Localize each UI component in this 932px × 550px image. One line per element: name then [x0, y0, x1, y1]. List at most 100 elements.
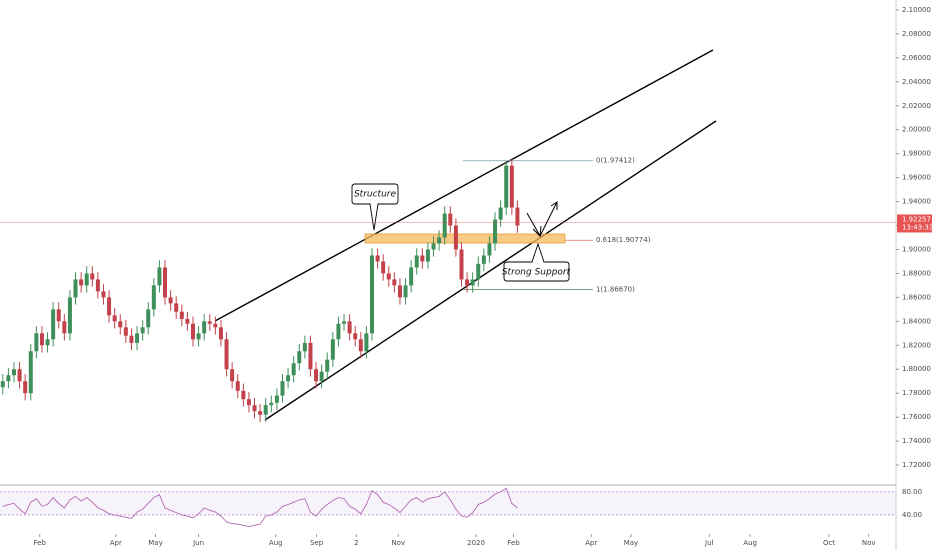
candle-body	[302, 342, 307, 352]
y-tick-label: 1.72000	[902, 461, 931, 469]
y-tick-label: 2.08000	[902, 30, 931, 38]
x-tick-label: May	[624, 539, 638, 547]
y-tick-label: 1.86000	[902, 293, 931, 301]
y-tick-label: 1.76000	[902, 413, 931, 421]
candle-body	[319, 371, 324, 382]
arrowhead	[532, 225, 542, 238]
candle-body	[431, 243, 436, 250]
y-tick-label: 80.00	[902, 488, 922, 496]
candle-body	[286, 375, 291, 382]
candle-body	[425, 249, 430, 262]
x-tick-label: Aug	[269, 539, 283, 547]
candle-body	[409, 267, 414, 286]
candle-body	[11, 369, 16, 376]
candle-body	[39, 333, 44, 346]
channel-lower	[264, 120, 717, 421]
x-tick-label: Apr	[585, 539, 597, 547]
x-tick-label: Oct	[823, 539, 835, 547]
y-tick-label: 1.94000	[902, 198, 931, 206]
y-tick-label: 1.98000	[902, 150, 931, 158]
candle-body	[386, 273, 391, 280]
y-tick-label: 2.06000	[902, 54, 931, 62]
candle-body	[347, 321, 352, 334]
candle-body	[157, 267, 162, 286]
annotation: Structure	[354, 190, 397, 200]
x-tick-label: Apr	[110, 539, 122, 547]
candle-body	[17, 369, 22, 382]
candle-body	[224, 339, 229, 370]
x-tick-label: Jun	[192, 539, 204, 547]
candle-body	[151, 285, 156, 310]
candle-body	[207, 321, 212, 324]
y-tick-label: 1.96000	[902, 174, 931, 182]
callout	[351, 183, 399, 231]
fib-label: 0(1.97412)	[596, 157, 635, 165]
candle-body	[118, 321, 123, 328]
y-tick-label: 1.78000	[902, 389, 931, 397]
y-tick-label: 1.80000	[902, 365, 931, 373]
candle-body	[381, 261, 386, 274]
x-tick-label: 2	[354, 539, 358, 547]
candle-body	[465, 279, 470, 286]
candle-body	[369, 255, 374, 334]
candle-body	[179, 311, 184, 319]
candle-body	[342, 321, 347, 324]
candle-body	[90, 273, 95, 280]
candle-body	[358, 339, 363, 352]
candle-body	[246, 399, 251, 406]
candle-body	[459, 249, 464, 280]
projection-arrow	[526, 201, 558, 238]
x-tick-label: Nov	[862, 539, 876, 547]
candle-body	[509, 165, 514, 208]
candle-body	[185, 318, 190, 324]
candle-body	[263, 405, 268, 415]
candle-body	[258, 411, 263, 415]
candle-body	[79, 279, 84, 286]
candle-body	[28, 351, 33, 394]
candle-body	[297, 351, 302, 364]
candle-body	[62, 321, 67, 334]
x-tick-label: Feb	[507, 539, 520, 547]
candle-body	[56, 309, 61, 322]
candle-body	[280, 381, 285, 396]
candle-body	[73, 279, 78, 298]
candle-body	[504, 165, 509, 208]
candle-body	[84, 273, 89, 286]
y-tick-label: 1.90000	[902, 245, 931, 253]
candle-body	[196, 333, 201, 340]
candle-body	[325, 359, 330, 372]
candle-body	[0, 381, 5, 388]
x-tick-label: Nov	[391, 539, 405, 547]
candle-body	[51, 309, 56, 340]
candle-body	[174, 303, 179, 312]
x-tick-label: May	[148, 539, 162, 547]
candle-body	[392, 279, 397, 286]
last-price-label: 1.92257	[902, 215, 931, 223]
y-tick-label: 2.10000	[902, 6, 931, 14]
candle-body	[190, 323, 195, 340]
channel-upper	[214, 49, 714, 322]
x-tick-label: 2020	[467, 539, 485, 547]
candle-body	[163, 267, 168, 298]
candle-body	[453, 225, 458, 250]
x-tick-label: Feb	[34, 539, 47, 547]
candle-body	[168, 297, 173, 304]
x-tick-label: Sep	[310, 539, 324, 547]
countdown-label: 13:43:33	[902, 223, 932, 231]
candle-body	[442, 213, 447, 238]
candle-body	[140, 327, 145, 334]
callout	[503, 242, 570, 282]
candle-body	[112, 315, 117, 322]
candle-body	[241, 390, 246, 400]
candle-body	[95, 279, 100, 292]
fib-label: 0.618(1.90774)	[596, 236, 651, 244]
candle-body	[107, 297, 112, 316]
candle-body	[470, 279, 475, 286]
candle-body	[375, 255, 380, 262]
candle-body	[135, 333, 140, 343]
y-tick-label: 40.00	[902, 511, 922, 519]
support-zone	[364, 233, 566, 244]
candle-body	[129, 335, 134, 343]
fib-label: 1(1.86670)	[596, 285, 635, 293]
